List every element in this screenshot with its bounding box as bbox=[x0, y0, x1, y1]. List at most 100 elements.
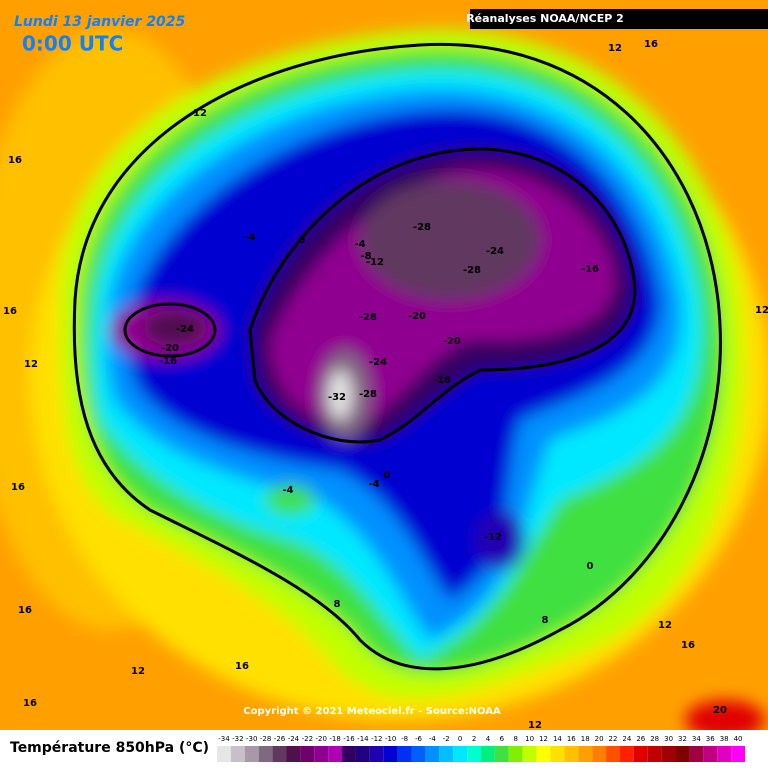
scale-swatch bbox=[244, 746, 259, 762]
scale-swatch bbox=[314, 746, 329, 762]
scale-swatch bbox=[355, 746, 370, 762]
contour-label: 0 bbox=[384, 470, 391, 481]
contour-label: 16 bbox=[8, 155, 22, 166]
legend-title: Température 850hPa (°C) bbox=[10, 740, 209, 756]
scale-label: 16 bbox=[567, 735, 576, 743]
contour-lines bbox=[72, 42, 722, 671]
contour-label: -20 bbox=[443, 336, 461, 347]
scale-swatch bbox=[397, 746, 412, 762]
scale-swatch bbox=[633, 746, 648, 762]
scale-swatch bbox=[411, 746, 426, 762]
scale-label: 32 bbox=[678, 735, 687, 743]
scale-swatch bbox=[675, 746, 690, 762]
scale-label: -30 bbox=[246, 735, 257, 743]
contour-label: 0 bbox=[299, 235, 306, 246]
contour-label: 20 bbox=[713, 705, 727, 716]
scale-label: -22 bbox=[302, 735, 313, 743]
contour-label: 12 bbox=[528, 720, 542, 731]
scale-label: 0 bbox=[458, 735, 462, 743]
scale-label: -8 bbox=[401, 735, 408, 743]
scale-label: -20 bbox=[315, 735, 326, 743]
contour-label: 12 bbox=[658, 620, 672, 631]
contour-label: 16 bbox=[23, 698, 37, 709]
scale-swatch bbox=[217, 746, 231, 762]
contour-label: -4 bbox=[282, 485, 293, 496]
contour-label: -32 bbox=[328, 392, 346, 403]
contour-label: -20 bbox=[161, 343, 179, 354]
scale-swatch bbox=[369, 746, 384, 762]
scale-swatch bbox=[383, 746, 398, 762]
scale-label: 22 bbox=[609, 735, 618, 743]
contour-label: -16 bbox=[581, 264, 599, 275]
scale-swatch bbox=[592, 746, 607, 762]
scale-swatch bbox=[647, 746, 662, 762]
contour-label: -12 bbox=[484, 532, 502, 543]
contour-label: 12 bbox=[608, 43, 622, 54]
scale-label: 10 bbox=[525, 735, 534, 743]
scale-swatch bbox=[731, 746, 745, 762]
scale-label: -28 bbox=[260, 735, 271, 743]
scale-label: 38 bbox=[720, 735, 729, 743]
scale-swatch bbox=[494, 746, 509, 762]
scale-swatch bbox=[536, 746, 551, 762]
contour-label: -4 bbox=[368, 479, 379, 490]
scale-swatch bbox=[717, 746, 732, 762]
scale-label: 18 bbox=[581, 735, 590, 743]
scale-label: 8 bbox=[514, 735, 518, 743]
scale-label: -4 bbox=[429, 735, 437, 743]
scale-label: 34 bbox=[692, 735, 701, 743]
scale-label: -26 bbox=[274, 735, 286, 743]
contour-label: 12 bbox=[131, 666, 145, 677]
scale-swatch bbox=[439, 746, 454, 762]
scale-swatch bbox=[300, 746, 315, 762]
scale-swatch bbox=[564, 746, 579, 762]
scale-label: 6 bbox=[500, 735, 505, 743]
source-banner: Réanalyses NOAA/NCEP 2 bbox=[466, 12, 624, 25]
contour-label: 8 bbox=[334, 599, 341, 610]
contour-label: -28 bbox=[463, 265, 481, 276]
contour-label: 16 bbox=[235, 661, 249, 672]
scale-label: 26 bbox=[636, 735, 645, 743]
scale-swatch bbox=[689, 746, 704, 762]
scale-label: -10 bbox=[385, 735, 396, 743]
scale-label: -16 bbox=[343, 735, 355, 743]
contour-label: -28 bbox=[359, 389, 377, 400]
contour-label: -16 bbox=[159, 356, 177, 367]
contour-label: -28 bbox=[413, 222, 431, 233]
scale-label: 14 bbox=[553, 735, 562, 743]
scale-swatch bbox=[578, 746, 593, 762]
scale-label: -18 bbox=[329, 735, 340, 743]
scale-swatch bbox=[453, 746, 468, 762]
date: Lundi 13 janvier 2025 bbox=[14, 14, 186, 30]
scale-swatch bbox=[272, 746, 287, 762]
contour-label: -24 bbox=[486, 246, 504, 257]
contour-label: -4 bbox=[244, 232, 255, 243]
contour-label: -24 bbox=[176, 324, 194, 335]
scale-swatch bbox=[481, 746, 495, 762]
contour-label: -8 bbox=[360, 251, 371, 262]
scale-label: -24 bbox=[288, 735, 300, 743]
contour-label: 16 bbox=[18, 605, 32, 616]
contour-label: 16 bbox=[3, 306, 17, 317]
scale-label: 40 bbox=[734, 735, 743, 743]
scale-swatch bbox=[522, 746, 537, 762]
scale-label: 20 bbox=[595, 735, 604, 743]
copyright: Copyright © 2021 Meteociel.fr - Source:N… bbox=[243, 706, 501, 717]
contour-label: -12 bbox=[366, 257, 384, 268]
scale-label: 2 bbox=[472, 735, 476, 743]
scale-label: 36 bbox=[706, 735, 715, 743]
scale-label: -12 bbox=[371, 735, 382, 743]
contour-label: -28 bbox=[359, 312, 377, 323]
scale-swatch bbox=[619, 746, 634, 762]
banner bbox=[470, 9, 768, 29]
scale-swatch bbox=[467, 746, 481, 762]
contour-label: 12 bbox=[24, 359, 38, 370]
scale-swatch bbox=[703, 746, 718, 762]
contour-label: 12 bbox=[755, 305, 768, 316]
scale-swatch bbox=[606, 746, 620, 762]
contour-label: 16 bbox=[681, 640, 695, 651]
contour-label: 16 bbox=[11, 482, 25, 493]
scale-swatch bbox=[508, 746, 523, 762]
